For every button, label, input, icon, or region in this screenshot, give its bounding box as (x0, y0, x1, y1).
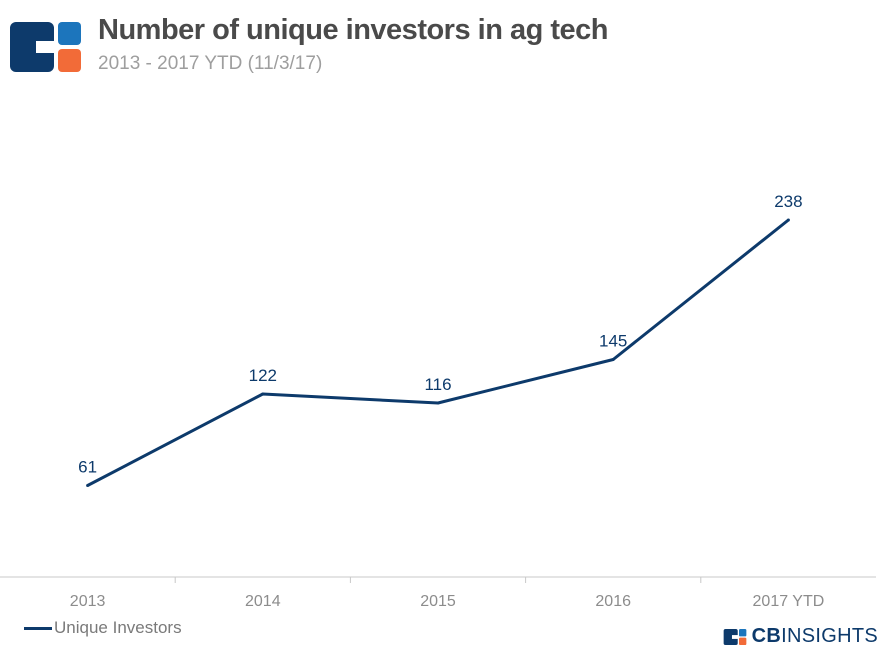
x-tick-label: 2014 (245, 593, 281, 610)
data-label: 116 (424, 375, 451, 394)
x-tick-label: 2017 YTD (753, 593, 825, 610)
x-tick-label: 2016 (595, 593, 631, 610)
data-point (611, 358, 615, 361)
data-point (436, 401, 440, 405)
cb-insights-logo (10, 22, 81, 72)
data-label: 122 (249, 366, 277, 385)
data-label: 61 (78, 458, 97, 477)
chart-title: Number of unique investors in ag tech (98, 14, 609, 46)
data-point (86, 484, 90, 487)
brand-light: INSIGHTS (781, 625, 878, 647)
legend: Unique Investors (24, 618, 182, 638)
legend-swatch (24, 626, 52, 630)
data-label: 145 (599, 332, 627, 351)
brand-name: CBINSIGHTS (752, 625, 878, 648)
brand-bold: CB (751, 625, 782, 647)
chart-subtitle: 2013 - 2017 YTD (11/3/17) (98, 53, 323, 74)
cb-insights-brand: CBINSIGHTS (722, 625, 878, 648)
data-point (786, 218, 790, 222)
x-tick-label: 2015 (420, 593, 456, 610)
data-label: 238 (774, 192, 802, 211)
x-tick-label: 2013 (70, 593, 106, 610)
legend-label: Unique Investors (54, 618, 182, 637)
data-point (261, 392, 265, 396)
cb-insights-mini-logo (723, 628, 747, 645)
series-line-unique-investors (86, 218, 790, 487)
